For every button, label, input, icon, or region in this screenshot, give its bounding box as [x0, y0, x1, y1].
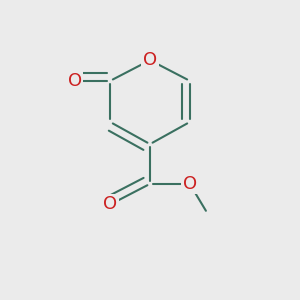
- Text: O: O: [68, 72, 82, 90]
- Text: O: O: [143, 51, 157, 69]
- Text: O: O: [103, 196, 117, 214]
- Text: O: O: [183, 175, 197, 193]
